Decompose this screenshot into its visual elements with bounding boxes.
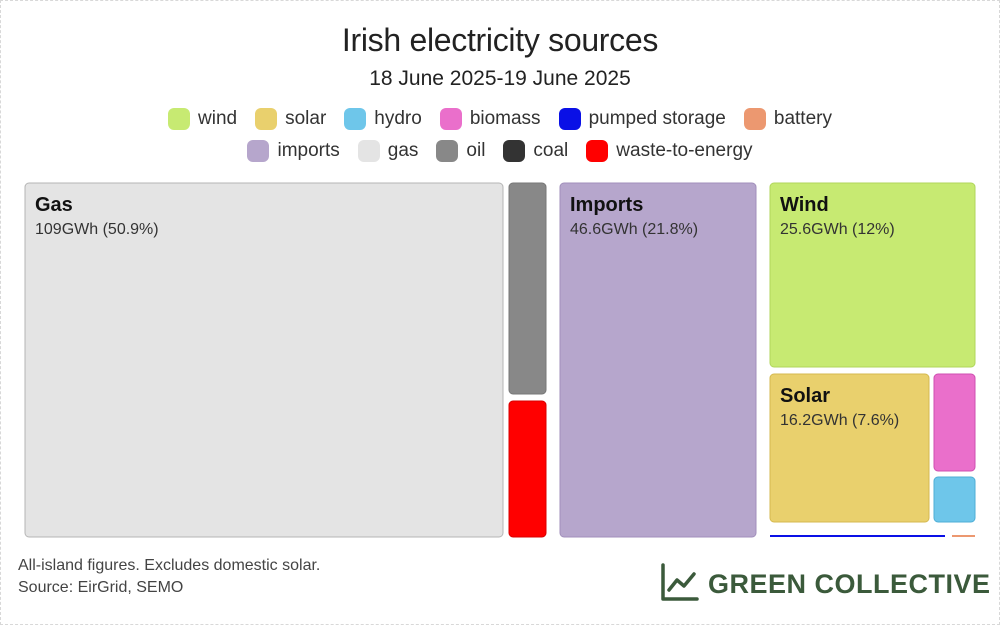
brand-logo: GREEN COLLECTIVE xyxy=(660,562,991,607)
legend-item-imports[interactable]: imports xyxy=(247,140,340,162)
legend-swatch-biomass xyxy=(439,108,462,130)
legend-swatch-imports xyxy=(247,140,270,162)
treemap-tile-imports[interactable] xyxy=(559,182,757,538)
chart-subtitle: 18 June 2025-19 June 2025 xyxy=(369,67,631,90)
legend-label-imports: imports xyxy=(277,140,340,161)
legend-row-1: wind solar hydro biomass pumped storage … xyxy=(0,108,1000,130)
treemap-tile-battery[interactable] xyxy=(952,535,975,537)
treemap-tile-pumped[interactable] xyxy=(770,535,945,537)
legend-label-wind: wind xyxy=(198,108,238,129)
legend-label-solar: solar xyxy=(285,108,327,129)
legend-swatch-solar xyxy=(255,108,278,130)
legend-item-hydro[interactable]: hydro xyxy=(344,108,422,130)
legend-item-wind[interactable]: wind xyxy=(168,108,237,130)
line-chart-icon xyxy=(660,562,700,607)
legend-item-battery[interactable]: battery xyxy=(743,108,832,130)
legend-label-waste-to-energy: waste-to-energy xyxy=(616,140,753,161)
legend-swatch-waste-to-energy xyxy=(586,140,609,162)
footnote-source: Source: EirGrid, SEMO xyxy=(18,579,184,596)
chart-title: Irish electricity sources xyxy=(341,22,659,58)
treemap-tile-hydro[interactable] xyxy=(933,476,976,523)
legend-label-biomass: biomass xyxy=(469,108,541,129)
legend-label-coal: coal xyxy=(533,140,569,161)
legend-item-coal[interactable]: coal xyxy=(503,140,568,162)
legend-label-oil: oil xyxy=(466,140,486,161)
legend-item-solar[interactable]: solar xyxy=(255,108,326,130)
legend-label-battery: battery xyxy=(773,108,832,129)
treemap-tile-oil[interactable] xyxy=(508,182,547,395)
footnote-note: All-island figures. Excludes domestic so… xyxy=(18,557,321,574)
treemap-tile-wind[interactable] xyxy=(769,182,976,368)
legend-swatch-pumped-storage xyxy=(558,108,581,130)
treemap-tile-solar[interactable] xyxy=(769,373,930,523)
legend-item-biomass[interactable]: biomass xyxy=(439,108,541,130)
legend-item-oil[interactable]: oil xyxy=(436,140,485,162)
legend-swatch-oil xyxy=(436,140,459,162)
legend-item-waste-to-energy[interactable]: waste-to-energy xyxy=(586,140,753,162)
legend-row-2: imports gas oil coal waste-to-energy xyxy=(0,140,1000,162)
legend-swatch-coal xyxy=(503,140,526,162)
treemap-tile-gas[interactable] xyxy=(24,182,504,538)
legend-label-pumped-storage: pumped storage xyxy=(588,108,726,129)
legend-swatch-hydro xyxy=(344,108,367,130)
legend-label-gas: gas xyxy=(387,140,419,161)
legend-swatch-battery xyxy=(743,108,766,130)
legend-label-hydro: hydro xyxy=(374,108,422,129)
legend-item-gas[interactable]: gas xyxy=(357,140,419,162)
treemap-tile-waste[interactable] xyxy=(508,400,547,538)
legend-item-pumped-storage[interactable]: pumped storage xyxy=(558,108,726,130)
brand-name: GREEN COLLECTIVE xyxy=(708,569,991,599)
legend-swatch-gas xyxy=(357,140,380,162)
legend-swatch-wind xyxy=(168,108,191,130)
treemap-tile-biomass[interactable] xyxy=(933,373,976,472)
